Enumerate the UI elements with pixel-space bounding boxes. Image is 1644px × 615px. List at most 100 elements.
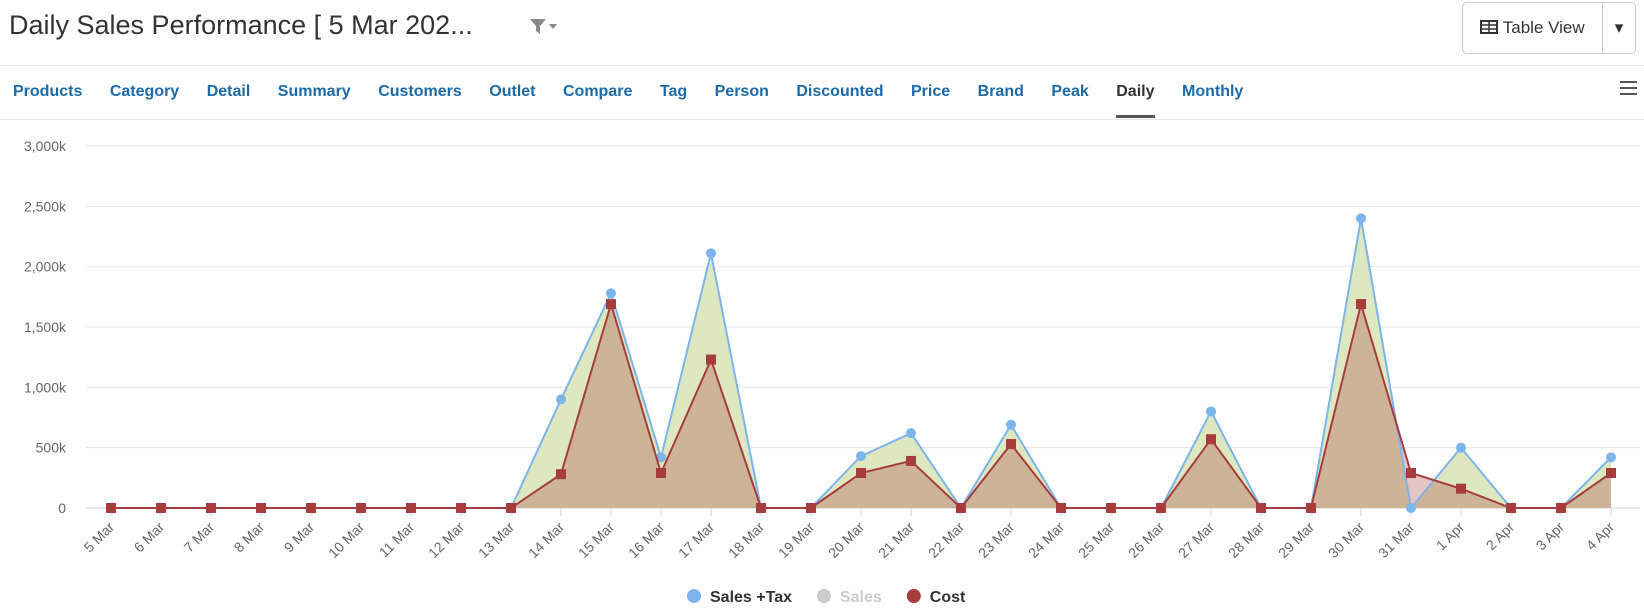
marker <box>1606 452 1616 463</box>
marker <box>906 455 916 466</box>
x-tick-label: 17 Mar <box>675 519 717 561</box>
marker <box>706 354 716 365</box>
x-tick-label: 9 Mar <box>280 519 317 556</box>
x-tick-label: 14 Mar <box>525 519 567 561</box>
x-tick-label: 20 Mar <box>825 519 867 561</box>
x-tick-label: 24 Mar <box>1025 519 1067 561</box>
marker <box>456 503 466 513</box>
x-tick-label: 19 Mar <box>775 519 817 561</box>
marker <box>706 248 716 259</box>
marker <box>156 503 166 513</box>
y-tick-label: 1,500k <box>24 319 67 335</box>
marker <box>506 503 516 513</box>
y-tick-label: 0 <box>58 500 66 516</box>
table-icon <box>1480 20 1499 34</box>
marker <box>856 451 866 462</box>
tab[interactable]: Compare <box>563 83 633 100</box>
marker <box>856 468 866 479</box>
x-tick-label: 12 Mar <box>425 519 467 561</box>
marker <box>956 503 966 513</box>
marker <box>1356 213 1366 224</box>
tab[interactable]: Tag <box>659 83 688 100</box>
tab[interactable]: Detail <box>206 83 251 100</box>
tab[interactable]: Discounted <box>796 83 884 100</box>
legend-label: Sales <box>840 589 882 606</box>
legend-item[interactable]: Sales +Tax <box>687 589 792 606</box>
x-tick-label: 15 Mar <box>575 519 617 561</box>
marker <box>806 503 816 513</box>
marker <box>1406 468 1416 479</box>
page-title: Daily Sales Performance [ 5 Mar 202... <box>9 10 473 40</box>
tab[interactable]: Category <box>109 83 180 100</box>
marker <box>1456 483 1466 494</box>
x-tick-label: 6 Mar <box>130 519 167 556</box>
x-tick-label: 23 Mar <box>975 519 1017 561</box>
marker <box>556 394 566 405</box>
table-view-button[interactable]: Table View ▾ <box>1462 2 1636 54</box>
button-label: Table View <box>1502 18 1585 37</box>
marker <box>656 468 666 479</box>
x-tick-label: 22 Mar <box>925 519 967 561</box>
marker <box>1556 503 1566 513</box>
marker <box>1256 503 1266 513</box>
legend-swatch <box>687 589 701 603</box>
x-tick-label: 10 Mar <box>325 519 367 561</box>
legend-swatch <box>816 589 831 603</box>
tab[interactable]: Customers <box>378 83 462 100</box>
y-tick-label: 1,000k <box>24 379 67 395</box>
marker <box>656 452 666 463</box>
tab-bar: Products Category Detail Summary Customers Ou… <box>0 76 1644 120</box>
x-tick-label: 18 Mar <box>725 519 767 561</box>
marker <box>1356 299 1366 310</box>
tab[interactable]: Brand <box>977 83 1024 100</box>
tab[interactable]: Daily <box>1116 76 1155 118</box>
marker <box>556 469 566 480</box>
marker <box>1056 503 1066 513</box>
tab[interactable]: Peak <box>1051 83 1089 100</box>
menu-icon[interactable] <box>1620 80 1638 96</box>
tab[interactable]: Person <box>714 83 769 100</box>
marker <box>1456 442 1466 453</box>
marker <box>906 428 916 439</box>
marker <box>1006 439 1016 450</box>
marker <box>1206 406 1216 417</box>
marker <box>1006 419 1016 430</box>
filter-icon[interactable] <box>530 18 560 38</box>
divider <box>0 65 1644 66</box>
y-tick-label: 2,500k <box>24 198 67 214</box>
legend-item[interactable]: Sales <box>816 589 882 606</box>
chart: 0 500k 1,000k 1,500k 2,000k 2,500k 3,000k 5 Mar… <box>24 138 1640 606</box>
dropdown-caret[interactable]: ▾ <box>1614 18 1624 37</box>
tab[interactable]: Products <box>13 83 83 100</box>
x-tick-label: 7 Mar <box>180 519 217 556</box>
x-tick-label: 29 Mar <box>1275 519 1317 561</box>
legend-label: Sales +Tax <box>710 589 792 606</box>
marker <box>106 503 116 513</box>
tab[interactable]: Monthly <box>1182 83 1244 100</box>
tab[interactable]: Outlet <box>489 83 536 100</box>
marker <box>206 503 216 513</box>
marker <box>306 503 316 513</box>
marker <box>1506 503 1516 513</box>
tab[interactable]: Price <box>911 83 951 100</box>
marker <box>756 503 766 513</box>
legend-item[interactable]: Cost <box>906 589 966 606</box>
marker <box>1306 503 1316 513</box>
x-tick-label: 11 Mar <box>376 519 418 561</box>
x-tick-label: 30 Mar <box>1325 519 1367 561</box>
legend-swatch <box>906 589 921 603</box>
x-tick-label: 27 Mar <box>1175 519 1217 561</box>
legend-label: Cost <box>930 589 966 606</box>
x-tick-label: 16 Mar <box>625 519 667 561</box>
marker <box>1206 434 1216 445</box>
x-tick-label: 3 Apr <box>1533 519 1568 554</box>
tab[interactable]: Summary <box>277 83 351 100</box>
marker <box>406 503 416 513</box>
series-area <box>111 218 1611 508</box>
x-tick-label: 5 Mar <box>80 519 117 556</box>
x-tick-label: 4 Apr <box>1583 519 1618 554</box>
marker <box>606 299 616 310</box>
x-tick-label: 8 Mar <box>230 519 267 556</box>
x-tick-label: 21 Mar <box>875 519 917 561</box>
